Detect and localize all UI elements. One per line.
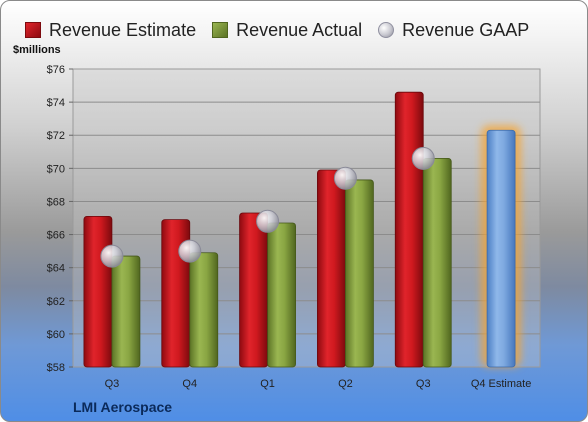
gridlines bbox=[73, 101, 540, 335]
legend-label-revenue-actual: Revenue Actual bbox=[236, 19, 363, 40]
marker-revenue-gaap bbox=[100, 244, 124, 268]
y-tick-label: $64 bbox=[47, 263, 65, 275]
marker-revenue-gaap bbox=[333, 166, 357, 190]
x-tick-label: Q3 bbox=[416, 378, 431, 390]
y-tick-label: $60 bbox=[47, 329, 65, 341]
legend-swatch-revenue-actual bbox=[212, 22, 229, 38]
x-tick-label: Q4 Estimate bbox=[471, 378, 532, 390]
marker-revenue-gaap bbox=[411, 146, 435, 170]
legend: Revenue Estimate Revenue Actual Revenue … bbox=[25, 17, 545, 43]
y-tick-label: $74 bbox=[47, 97, 65, 109]
legend-item-revenue-estimate: Revenue Estimate bbox=[25, 20, 196, 41]
y-tick-label: $68 bbox=[47, 196, 65, 208]
y-axis-ticks: $58 $60 $62 $64 $66 $68 $70 $72 $74 $76 bbox=[47, 64, 73, 374]
marker-revenue-gaap bbox=[256, 209, 280, 233]
y-tick-label: $76 bbox=[47, 64, 65, 76]
bar-q4-estimate bbox=[486, 129, 516, 368]
bars bbox=[83, 91, 522, 368]
marker-revenue-gaap bbox=[178, 239, 202, 263]
y-tick-label: $66 bbox=[47, 230, 65, 242]
x-tick-label: Q2 bbox=[338, 378, 353, 390]
bar-revenue-actual bbox=[267, 222, 296, 368]
x-tick-label: Q4 bbox=[182, 378, 197, 390]
legend-swatch-revenue-gaap bbox=[378, 22, 395, 38]
bar-revenue-estimate bbox=[317, 169, 346, 368]
plot-area bbox=[72, 68, 541, 368]
y-tick-label: $62 bbox=[47, 296, 65, 308]
company-name: LMI Aerospace bbox=[73, 399, 173, 415]
legend-label-revenue-estimate: Revenue Estimate bbox=[49, 19, 197, 40]
legend-label-revenue-gaap: Revenue GAAP bbox=[402, 19, 530, 40]
y-axis-unit-label: $millions bbox=[13, 44, 61, 56]
bar-revenue-actual bbox=[422, 157, 452, 368]
bar-revenue-estimate bbox=[239, 212, 268, 368]
x-tick-label: Q1 bbox=[260, 378, 275, 390]
x-axis-ticks: Q3 Q4 Q1 Q2 Q3 Q4 Estimate bbox=[105, 378, 532, 390]
y-tick-label: $72 bbox=[47, 130, 65, 142]
y-tick-label: $70 bbox=[47, 163, 65, 175]
bar-revenue-estimate bbox=[83, 215, 113, 368]
bar-revenue-actual bbox=[111, 255, 141, 368]
legend-item-revenue-actual: Revenue Actual bbox=[212, 20, 362, 41]
y-tick-label: $58 bbox=[47, 362, 65, 374]
bar-revenue-actual bbox=[189, 252, 219, 368]
bar-revenue-estimate bbox=[394, 91, 424, 368]
bar-revenue-actual bbox=[345, 179, 374, 368]
gaap-markers bbox=[100, 146, 435, 268]
legend-item-revenue-gaap: Revenue GAAP bbox=[378, 20, 529, 41]
x-tick-label: Q3 bbox=[105, 378, 120, 390]
legend-swatch-revenue-estimate bbox=[25, 22, 41, 38]
